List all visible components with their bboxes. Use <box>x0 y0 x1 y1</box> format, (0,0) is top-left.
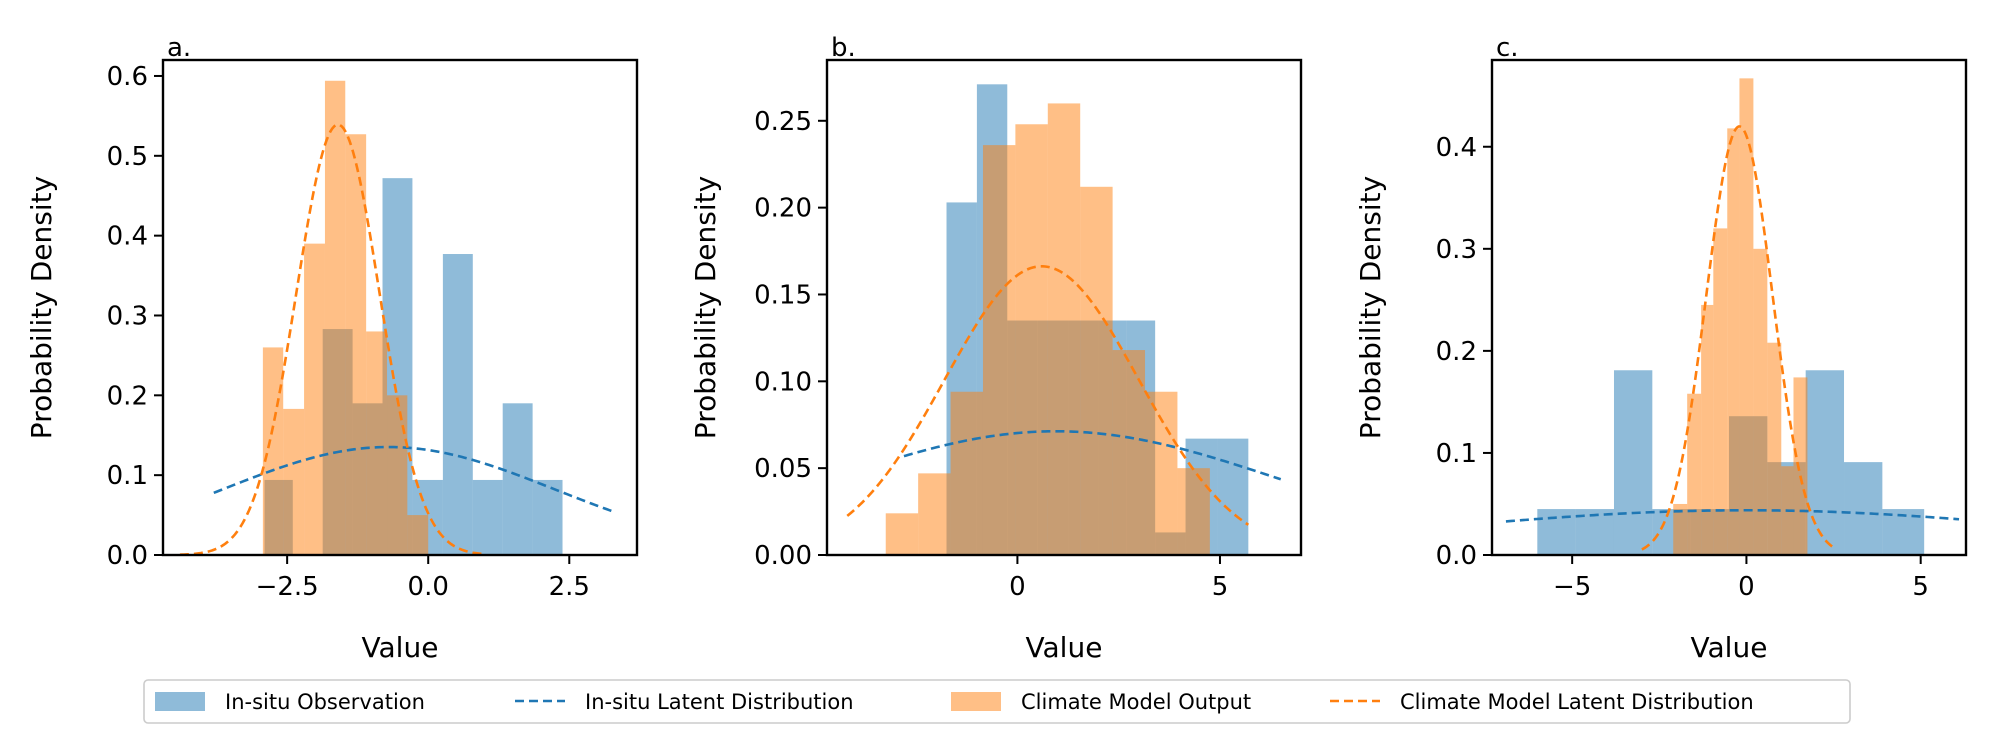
legend-label: In-situ Observation <box>225 690 425 714</box>
histogram-bar <box>1673 503 1688 555</box>
y-tick-label: 0.10 <box>754 367 812 397</box>
histogram-bar <box>1713 228 1728 555</box>
histogram-bar <box>1080 186 1113 555</box>
histogram-bar <box>1844 462 1883 555</box>
x-tick-label: 5 <box>1212 572 1229 602</box>
y-tick-label: 0.05 <box>754 454 812 484</box>
insitu-latent-curve <box>213 445 615 514</box>
panel-letter: b. <box>831 33 856 63</box>
model-latent-curve <box>846 265 1250 526</box>
y-tick-label: 0.1 <box>107 461 148 491</box>
x-tick-label: −5 <box>1553 572 1591 602</box>
histogram-bar <box>1112 350 1146 555</box>
axes-frame <box>825 58 1303 557</box>
y-tick-label: 0.0 <box>1436 541 1477 571</box>
y-tick-label: 0.20 <box>754 194 812 224</box>
x-axis-label: Value <box>362 631 439 664</box>
legend-label: In-situ Latent Distribution <box>585 690 854 714</box>
histogram-bar <box>1613 370 1653 555</box>
histogram-bar <box>262 347 284 555</box>
x-tick-label: 0 <box>1009 572 1026 602</box>
legend-item: In-situ Observation <box>155 690 425 714</box>
histogram-bar <box>1177 468 1210 555</box>
histogram-bar <box>304 243 325 555</box>
model-latent-curve <box>1641 125 1835 551</box>
y-tick-label: 0.15 <box>754 280 812 310</box>
panel-letter: a. <box>167 33 191 63</box>
y-tick-label: 0.4 <box>1436 133 1477 163</box>
histogram-model <box>1673 78 1808 555</box>
histogram-bar <box>407 515 429 555</box>
axes-frame <box>161 58 639 557</box>
y-tick-label: 0.00 <box>754 541 812 571</box>
y-tick-label: 0.1 <box>1436 439 1477 469</box>
chart-panel-1: −2.5 0.0 2.5 0.0 0.1 0.2 0.3 0.4 0.5 0.6 Value Prob… <box>25 33 639 664</box>
histogram-bar <box>1805 370 1845 555</box>
x-tick-label: 2.5 <box>549 572 590 602</box>
plot-area <box>179 80 615 555</box>
x-tick-label: 0.0 <box>408 572 449 602</box>
histogram-bar <box>366 331 388 555</box>
legend-item: Climate Model Output <box>951 690 1251 714</box>
y-tick-label: 0.2 <box>1436 337 1477 367</box>
legend-item: Climate Model Latent Distribution <box>1330 690 1754 714</box>
y-tick-label: 0.25 <box>754 107 812 137</box>
histogram-bar <box>1701 304 1714 555</box>
histogram-bar <box>1767 342 1782 555</box>
panels: −2.5 0.0 2.5 0.0 0.1 0.2 0.3 0.4 0.5 0.6 Value Prob… <box>25 33 1968 664</box>
y-axis-label: Probability Density <box>25 176 58 439</box>
x-tick-label: 0 <box>1738 572 1755 602</box>
chart-panel-3: −5 0 5 0.0 0.1 0.2 0.3 0.4 Value Probability Dens… <box>1354 33 1968 664</box>
legend-swatch <box>951 692 1001 711</box>
legend-swatch <box>155 692 205 711</box>
histogram-bar <box>1015 124 1048 555</box>
histogram-bar <box>387 395 408 555</box>
y-tick-label: 0.4 <box>107 222 148 252</box>
model-latent-curve <box>179 123 485 555</box>
histogram-bar <box>1727 128 1740 555</box>
y-tick-label: 0.6 <box>107 62 148 92</box>
histogram-model <box>885 103 1210 555</box>
x-axis-label: Value <box>1026 631 1103 664</box>
histogram-bar <box>982 145 1016 555</box>
histogram-bar <box>324 80 346 555</box>
plot-area <box>846 84 1282 555</box>
axes-frame <box>1490 58 1968 557</box>
histogram-bar <box>532 479 563 555</box>
histogram-bar <box>918 473 951 555</box>
histogram-bar <box>950 391 983 555</box>
histogram-bar <box>1047 103 1081 555</box>
x-axis-label: Value <box>1691 631 1768 664</box>
legend-item: In-situ Latent Distribution <box>515 690 854 714</box>
legend: In-situ Observation In-situ Latent Distri… <box>143 679 1851 724</box>
x-tick-label: 5 <box>1912 572 1929 602</box>
legend-label: Climate Model Output <box>1021 690 1251 714</box>
legend-label: Climate Model Latent Distribution <box>1400 690 1754 714</box>
x-tick-label: −2.5 <box>256 572 319 602</box>
y-axis-label: Probability Density <box>1354 176 1387 439</box>
y-tick-label: 0.2 <box>107 381 148 411</box>
panel-letter: c. <box>1496 33 1519 63</box>
histogram-bar <box>1793 377 1808 555</box>
chart-panel-2: 0 5 0.00 0.05 0.10 0.15 0.20 0.25 Value Probabili… <box>689 33 1303 664</box>
histogram-bar <box>1217 438 1249 555</box>
y-tick-label: 0.3 <box>1436 235 1477 265</box>
insitu-latent-curve <box>903 429 1282 481</box>
histogram-bar <box>283 408 305 555</box>
y-axis-label: Probability Density <box>689 176 722 439</box>
y-tick-label: 0.0 <box>107 541 148 571</box>
histogram-bar <box>1145 391 1178 555</box>
histogram-bar <box>1739 78 1754 555</box>
plot-area <box>1505 78 1960 555</box>
histogram-bar <box>442 254 473 555</box>
histogram-bar <box>885 513 919 555</box>
y-tick-label: 0.5 <box>107 142 148 172</box>
histogram-bar <box>472 479 503 555</box>
insitu-latent-curve <box>1505 508 1960 523</box>
histogram-bar <box>1687 393 1702 555</box>
histogram-bar <box>1753 248 1768 555</box>
y-tick-label: 0.3 <box>107 301 148 331</box>
